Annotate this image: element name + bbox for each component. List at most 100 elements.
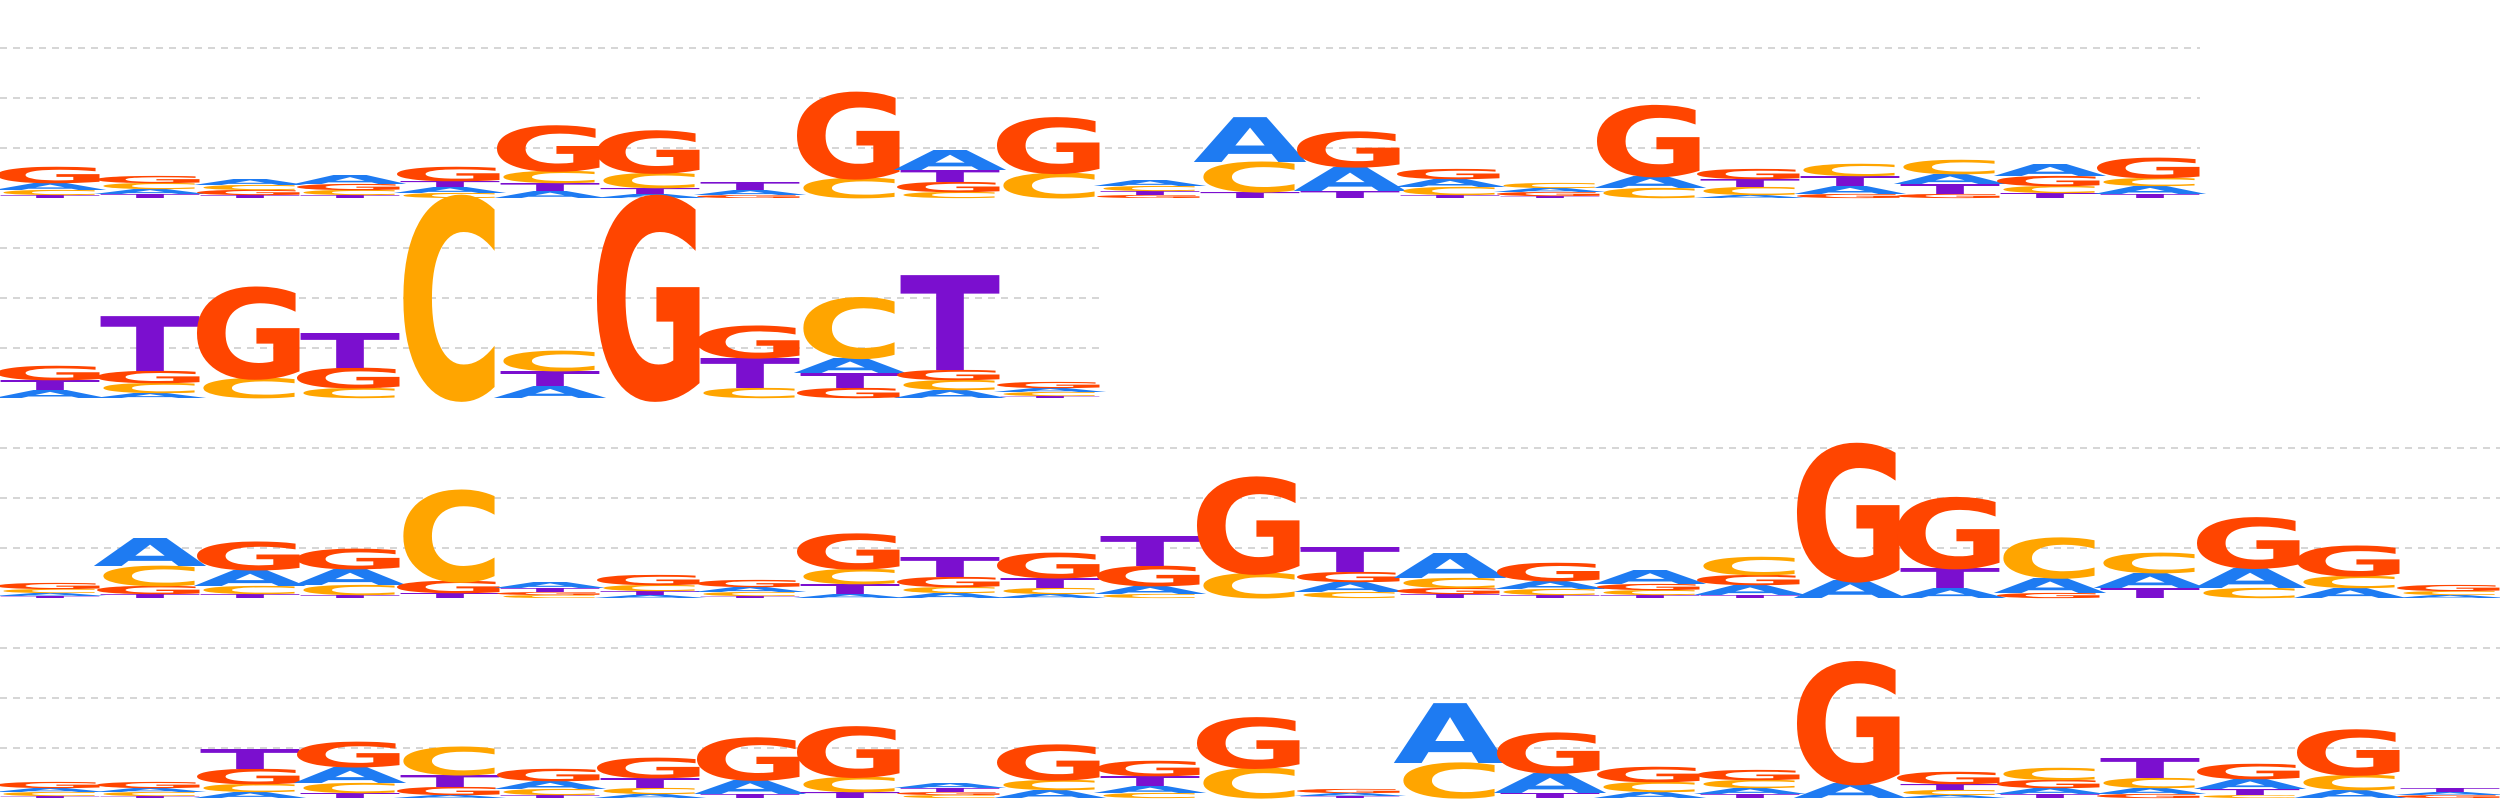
logo-letter-c: C <box>1596 185 1704 201</box>
logo-letter-g: G <box>890 791 1011 796</box>
logo-letter-c: C <box>996 167 1104 207</box>
logo-letter-g: G <box>1790 410 1911 625</box>
logo-letter-c: C <box>896 794 1004 799</box>
logo-letter-g: G <box>1090 757 1211 781</box>
logo-letter-g: G <box>1290 788 1411 794</box>
logo-letter-a: A <box>1893 794 2007 799</box>
logo-letter-g: G <box>2190 505 2311 584</box>
logo-letter-t: T <box>1100 528 1201 576</box>
logo-letter-a: A <box>1693 194 1807 199</box>
logo-letter-g: G <box>1190 452 1311 604</box>
logo-letter-g: G <box>290 544 411 576</box>
logo-letter-g: G <box>290 363 411 395</box>
logo-letter-c: C <box>396 740 504 785</box>
logo-letter-t: T <box>1700 793 1800 799</box>
logo-letter-a: A <box>593 594 707 599</box>
logo-letter-t: T <box>900 249 1000 401</box>
logo-letter-c: C <box>796 565 904 589</box>
logo-letter-c: C <box>1796 161 1904 180</box>
logo-letter-g: G <box>1590 582 1711 592</box>
logo-letter-c: C <box>2196 794 2304 799</box>
logo-letter-a: A <box>2393 791 2500 796</box>
logo-letter-t: T <box>2100 753 2200 785</box>
logo-letter-t: T <box>0 795 100 798</box>
logo-letter-a: A <box>93 392 207 400</box>
logo-letter-g: G <box>2390 794 2500 799</box>
logo-letter-c: C <box>1396 575 1504 591</box>
logo-letter-a: A <box>2193 776 2307 792</box>
logo-letter-c: C <box>1196 760 1304 800</box>
logo-letter-c: C <box>496 346 604 378</box>
logo-letter-t: T <box>600 186 700 196</box>
logo-letter-t: T <box>2000 793 2100 799</box>
logo-letter-g: G <box>190 189 311 197</box>
logo-letter-g: G <box>2290 718 2411 790</box>
logo-letter-t: T <box>700 180 800 193</box>
logo-letter-a: A <box>693 189 807 197</box>
logo-letter-a: A <box>593 193 707 199</box>
logo-letter-a: A <box>893 145 1007 177</box>
logo-letter-a: A <box>1093 584 1207 597</box>
logo-letter-a: A <box>193 790 307 800</box>
logo-letter-a: A <box>1993 786 2107 796</box>
logo-letter-a: A <box>493 580 607 590</box>
logo-letter-g: G <box>590 144 711 463</box>
logo-letter-t: T <box>1600 594 1700 599</box>
logo-letter-c: C <box>1696 552 1804 581</box>
logo-letter-t: T <box>800 581 900 597</box>
logo-letter-a: A <box>293 565 407 591</box>
logo-letter-c: C <box>596 583 704 593</box>
logo-letter-a: A <box>893 592 1007 600</box>
logo-letter-t: T <box>200 194 300 199</box>
logo-letter-t: T <box>1900 782 2000 792</box>
logo-letter-c: C <box>1896 156 2004 178</box>
logo-letter-t: T <box>2000 192 2100 200</box>
logo-letter-a: A <box>1793 779 1907 800</box>
logo-letter-g: G <box>490 591 611 596</box>
logo-letter-t: T <box>200 593 300 599</box>
logo-row-4: TCAGTCAGACGTTCAGAGTCTCAGACTGTAGTCGCGTAAC… <box>0 630 2500 800</box>
logo-letter-t: T <box>2100 585 2200 601</box>
logo-letter-a: A <box>993 593 1107 599</box>
logo-letter-c: C <box>2096 548 2204 580</box>
logo-letter-a: A <box>893 782 1007 790</box>
logo-letter-t: T <box>400 592 500 600</box>
logo-letter-t: T <box>900 787 1000 793</box>
logo-letter-t: T <box>1100 190 1200 196</box>
logo-letter-g: G <box>90 584 211 597</box>
logo-letter-t: T <box>1400 194 1500 199</box>
logo-letter-t: T <box>1300 541 1401 581</box>
logo-letter-t: T <box>0 194 100 199</box>
logo-letter-c: C <box>2296 771 2404 795</box>
logo-letter-g: G <box>690 194 811 199</box>
logo-letter-g: G <box>2290 538 2411 586</box>
logo-letter-a: A <box>1393 687 1507 783</box>
logo-letter-a: A <box>0 592 107 597</box>
logo-letter-c: C <box>396 192 504 200</box>
logo-letter-t: T <box>300 792 400 800</box>
logo-letter-t: T <box>2200 787 2300 797</box>
logo-letter-t: T <box>500 181 600 194</box>
logo-letter-g: G <box>2190 760 2311 784</box>
logo-letter-g: G <box>490 766 611 785</box>
logo-letter-g: G <box>1190 705 1311 784</box>
logo-letter-a: A <box>1893 171 2007 187</box>
logo-letter-a: A <box>493 779 607 792</box>
logo-letter-t: T <box>100 301 201 389</box>
logo-letter-a: A <box>2393 594 2500 599</box>
logo-letter-c: C <box>796 282 904 378</box>
logo-letter-a: A <box>1793 184 1907 197</box>
logo-letter-a: A <box>293 763 407 789</box>
logo-letter-g: G <box>1590 763 1711 787</box>
logo-letter-a: A <box>1293 579 1407 595</box>
logo-letter-g: G <box>490 114 611 186</box>
logo-letter-g: G <box>1990 173 2111 189</box>
logo-letter-g: G <box>1990 592 2111 600</box>
logo-letter-g: G <box>0 581 110 591</box>
logo-letter-g: G <box>790 524 911 580</box>
logo-letter-a: A <box>0 388 107 401</box>
logo-letter-g: G <box>790 71 911 206</box>
logo-letter-a: A <box>1293 792 1407 797</box>
